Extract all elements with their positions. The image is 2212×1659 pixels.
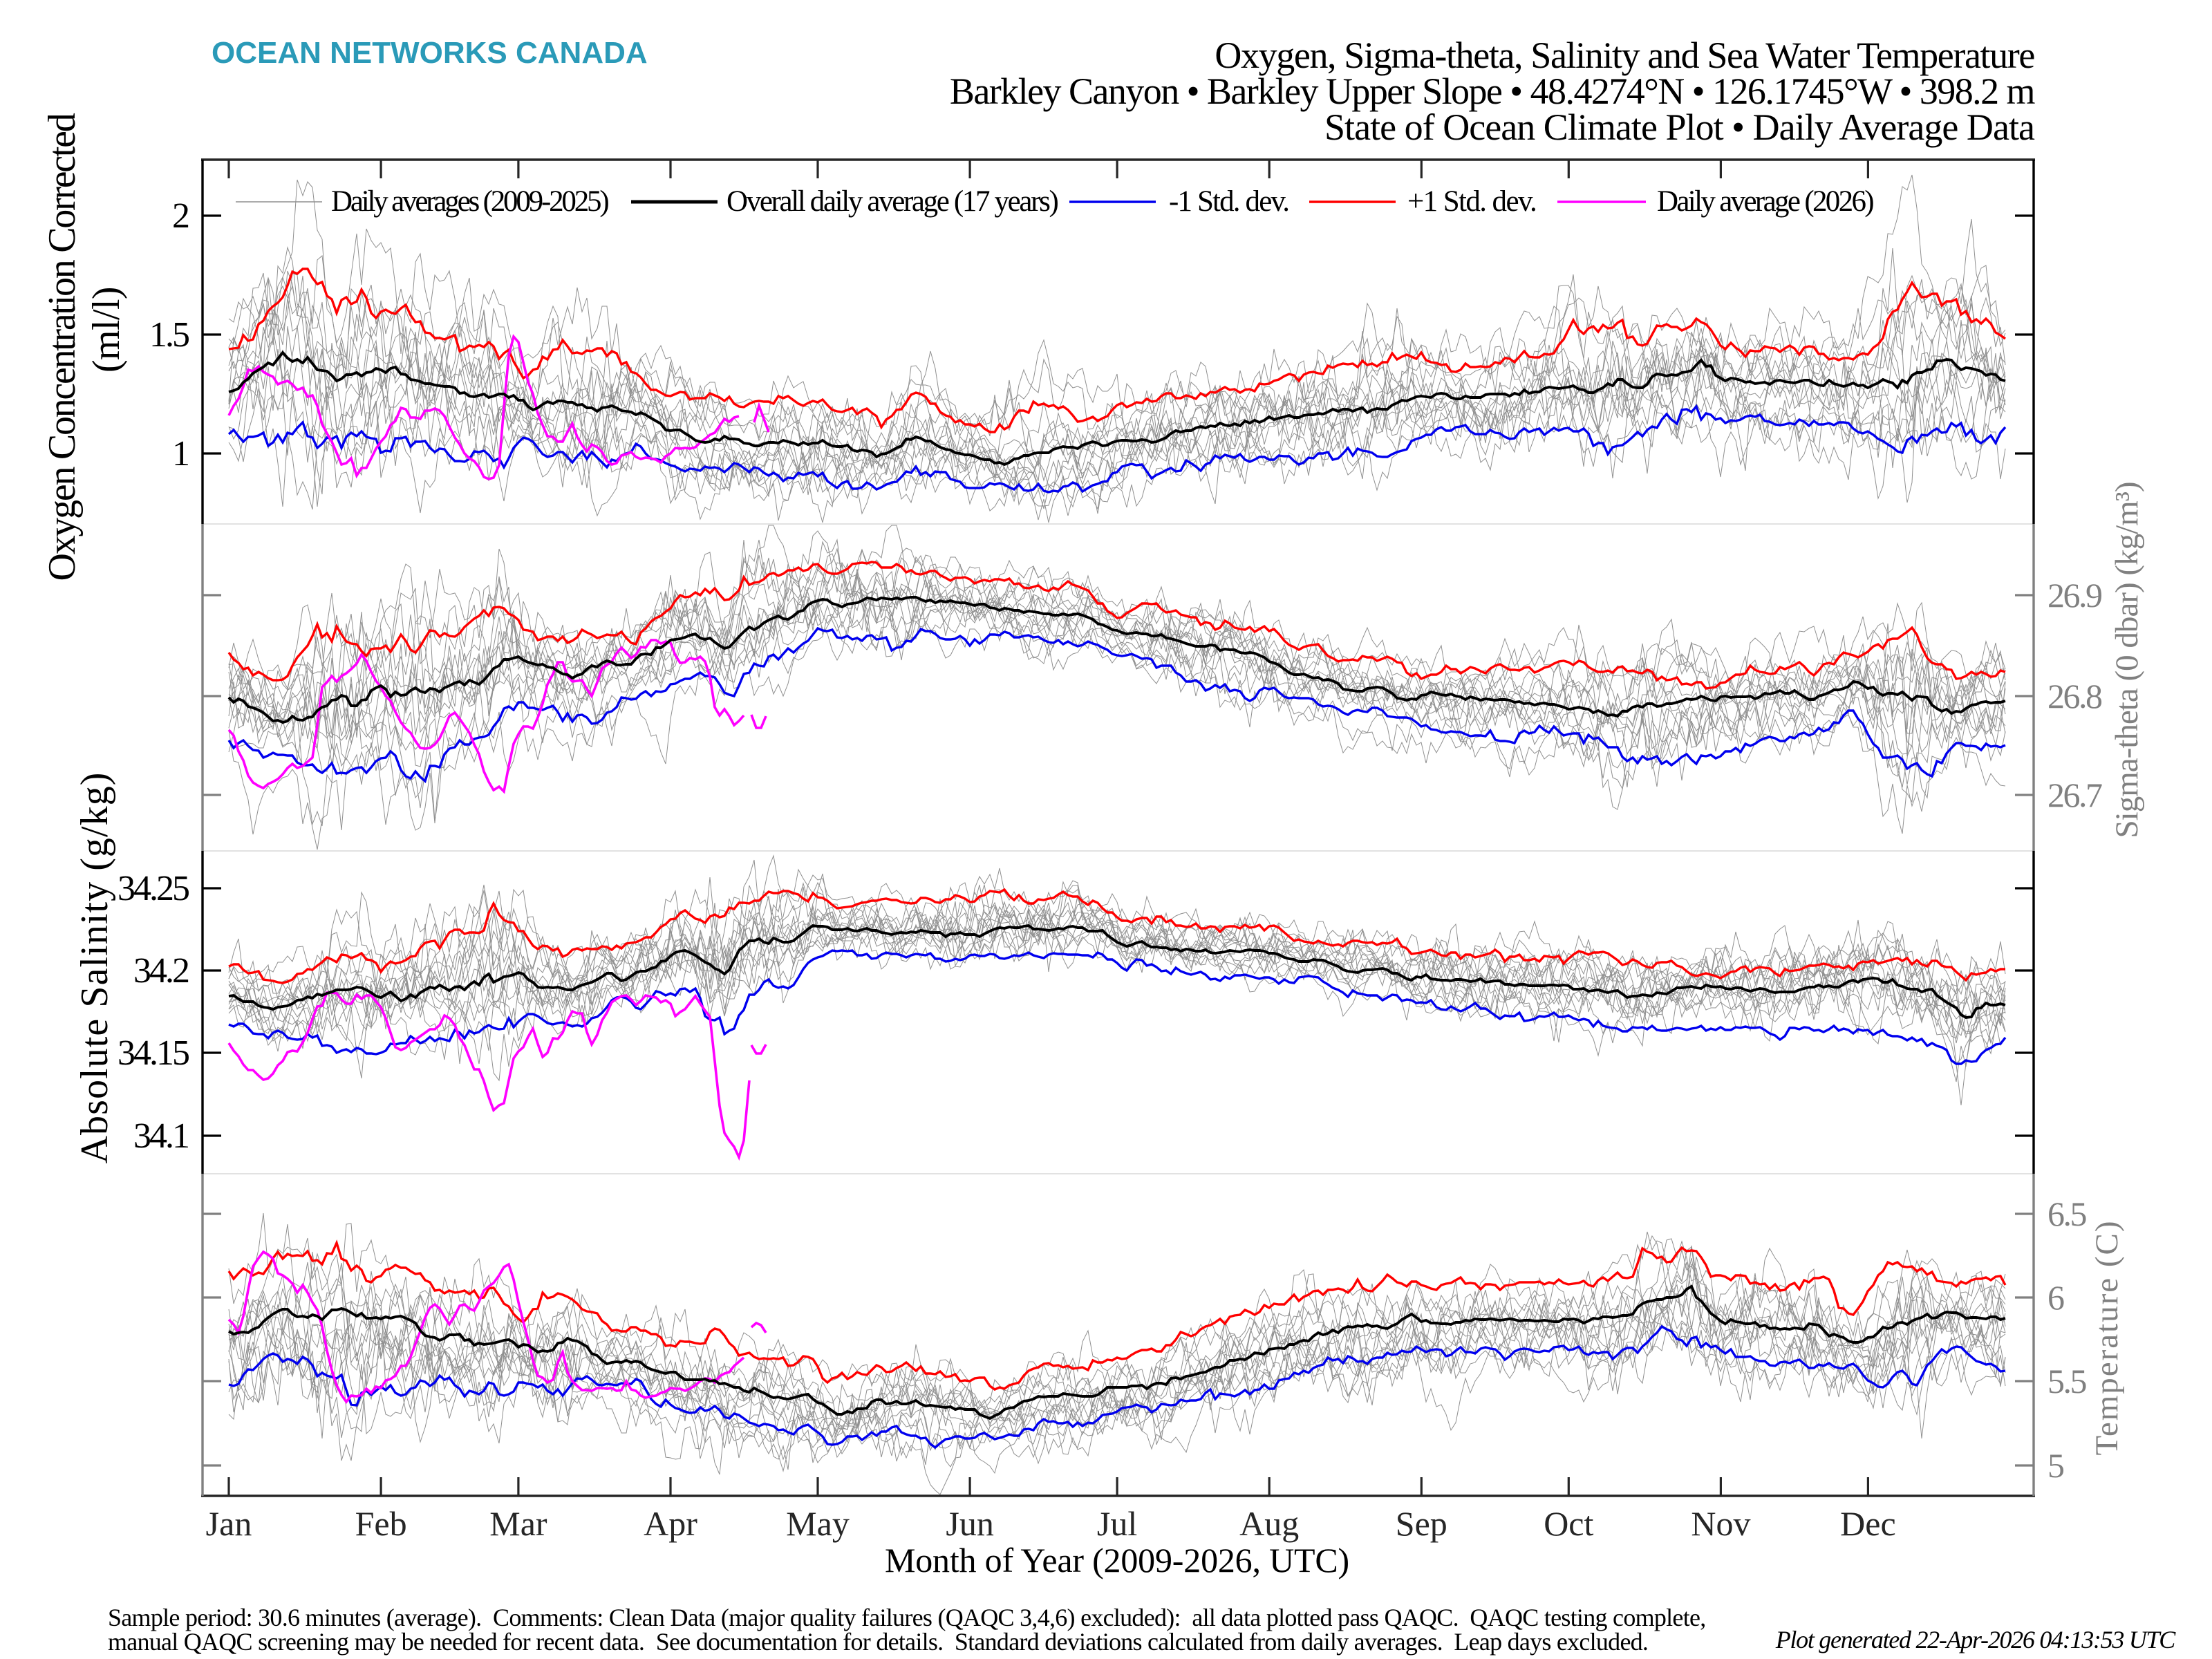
svg-text:Feb: Feb — [355, 1504, 407, 1543]
svg-text:Month of Year (2009-2026, UTC): Month of Year (2009-2026, UTC) — [885, 1541, 1349, 1580]
svg-text:Aug: Aug — [1239, 1504, 1299, 1543]
svg-text:34.1: 34.1 — [133, 1116, 188, 1156]
svg-text:5.5: 5.5 — [2047, 1362, 2087, 1400]
svg-text:Barkley Canyon • Barkley Upper: Barkley Canyon • Barkley Upper Slope • 4… — [950, 71, 2036, 112]
svg-text:Oxygen, Sigma-theta, Salinity: Oxygen, Sigma-theta, Salinity and Sea Wa… — [1215, 35, 2034, 76]
svg-text:OCEAN NETWORKS CANADA: OCEAN NETWORKS CANADA — [212, 36, 648, 70]
svg-text:34.15: 34.15 — [118, 1033, 189, 1073]
svg-text:5: 5 — [2047, 1446, 2064, 1485]
svg-text:1.5: 1.5 — [149, 315, 189, 355]
svg-text:6: 6 — [2047, 1278, 2064, 1317]
svg-text:34.2: 34.2 — [133, 951, 189, 991]
svg-text:Daily averages (2009-2025): Daily averages (2009-2025) — [331, 185, 608, 218]
svg-text:1: 1 — [172, 434, 188, 474]
svg-text:Dec: Dec — [1840, 1504, 1896, 1543]
svg-text:26.9: 26.9 — [2047, 576, 2101, 615]
svg-text:Jan: Jan — [206, 1504, 252, 1543]
svg-text:Temperature (C): Temperature (C) — [2089, 1219, 2125, 1455]
svg-text:Sep: Sep — [1396, 1504, 1447, 1543]
svg-text:Nov: Nov — [1691, 1504, 1750, 1543]
svg-text:2: 2 — [172, 196, 189, 236]
svg-text:6.5: 6.5 — [2047, 1194, 2087, 1233]
svg-text:Plot generated 22-Apr-2026 04:: Plot generated 22-Apr-2026 04:13:53 UTC — [1775, 1626, 2177, 1653]
svg-text:-1 Std. dev.: -1 Std. dev. — [1169, 185, 1288, 218]
svg-text:May: May — [786, 1504, 850, 1543]
svg-text:Overall daily average (17 year: Overall daily average (17 years) — [727, 185, 1058, 218]
svg-text:Daily average (2026): Daily average (2026) — [1657, 185, 1873, 218]
svg-text:State of Ocean Climate Plot •: State of Ocean Climate Plot • Daily Aver… — [1324, 106, 2035, 148]
svg-text:Mar: Mar — [489, 1504, 547, 1543]
svg-text:Jul: Jul — [1097, 1504, 1137, 1543]
svg-text:34.25: 34.25 — [118, 869, 189, 908]
svg-text:+1 Std. dev.: +1 Std. dev. — [1407, 185, 1536, 218]
svg-text:Apr: Apr — [644, 1504, 697, 1543]
svg-text:Oxygen Concentration Corrected: Oxygen Concentration Corrected — [41, 113, 84, 581]
svg-text:Sample period: 30.6 minutes (a: Sample period: 30.6 minutes (average). C… — [108, 1604, 1706, 1631]
svg-text:Absolute Salinity (g/kg): Absolute Salinity (g/kg) — [73, 772, 116, 1164]
svg-text:manual QAQC screening may be n: manual QAQC screening may be needed for … — [108, 1628, 1648, 1656]
svg-text:Jun: Jun — [946, 1504, 993, 1543]
svg-text:(ml/l): (ml/l) — [85, 287, 128, 373]
svg-text:Sigma-theta (0 dbar) (kg/m³): Sigma-theta (0 dbar) (kg/m³) — [2109, 482, 2145, 838]
svg-text:Oct: Oct — [1544, 1504, 1593, 1543]
svg-text:26.7: 26.7 — [2047, 776, 2102, 814]
svg-text:26.8: 26.8 — [2047, 677, 2102, 715]
